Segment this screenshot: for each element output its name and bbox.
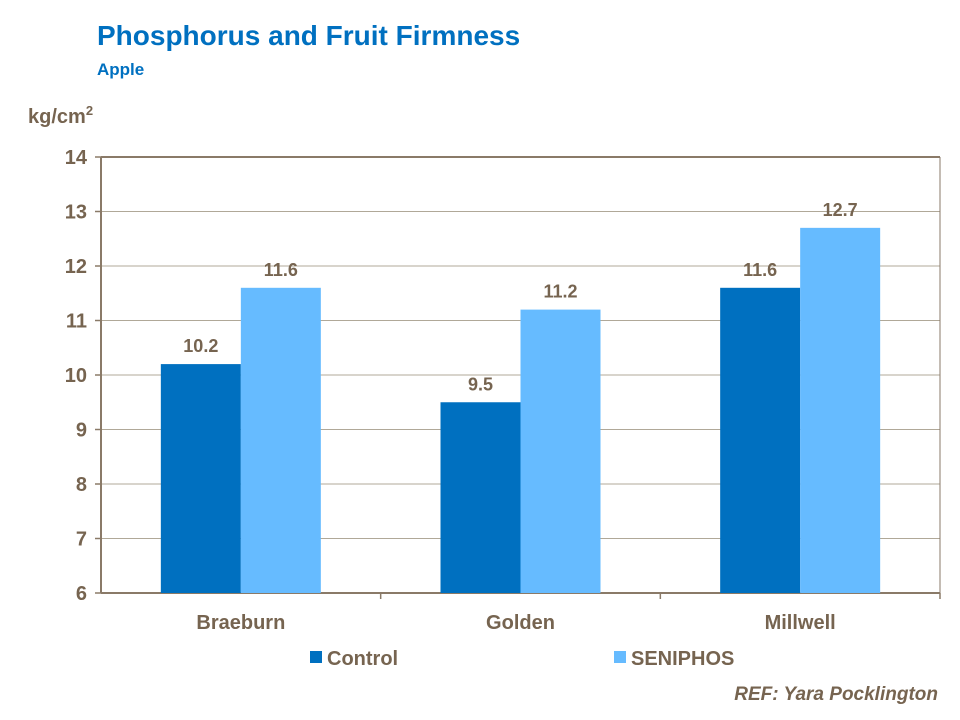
y-axis-label-superscript: 2 <box>86 103 93 118</box>
y-tick-label: 9 <box>76 420 87 442</box>
data-label: 9.5 <box>468 374 493 394</box>
data-label: 11.6 <box>264 260 298 280</box>
bar-seniphos-millwell <box>800 227 881 593</box>
y-tick-label: 12 <box>65 256 87 278</box>
data-label: 12.7 <box>823 200 858 220</box>
y-tick-label: 10 <box>65 365 87 387</box>
legend-swatch-seniphos <box>614 651 626 663</box>
data-label: 11.6 <box>743 260 777 280</box>
bar-control-braeburn <box>160 364 241 593</box>
bar-control-millwell <box>720 287 801 593</box>
bar-seniphos-golden <box>520 309 601 593</box>
data-label: 10.2 <box>183 336 218 356</box>
y-tick-label: 8 <box>76 474 87 496</box>
reference-note: REF: Yara Pocklington <box>734 684 938 705</box>
legend-label: SENIPHOS <box>631 648 734 670</box>
x-tick-label: Millwell <box>765 612 836 634</box>
x-tick-label: Braeburn <box>196 612 285 634</box>
data-label: 11.2 <box>543 282 577 302</box>
y-tick-label: 14 <box>65 147 88 169</box>
y-tick-label: 13 <box>65 202 87 224</box>
y-tick-label: 11 <box>66 311 87 333</box>
bar-seniphos-braeburn <box>240 287 321 593</box>
legend-swatch-control <box>310 651 322 663</box>
chart-title: Phosphorus and Fruit Firmness <box>97 20 521 51</box>
chart-subtitle: Apple <box>97 60 145 79</box>
y-tick-label: 6 <box>76 583 87 605</box>
legend-label: Control <box>327 648 398 670</box>
x-tick-label: Golden <box>486 612 555 634</box>
y-axis-label: kg/cm2 <box>28 103 93 128</box>
y-tick-label: 7 <box>76 529 87 551</box>
bar-control-golden <box>440 402 521 593</box>
